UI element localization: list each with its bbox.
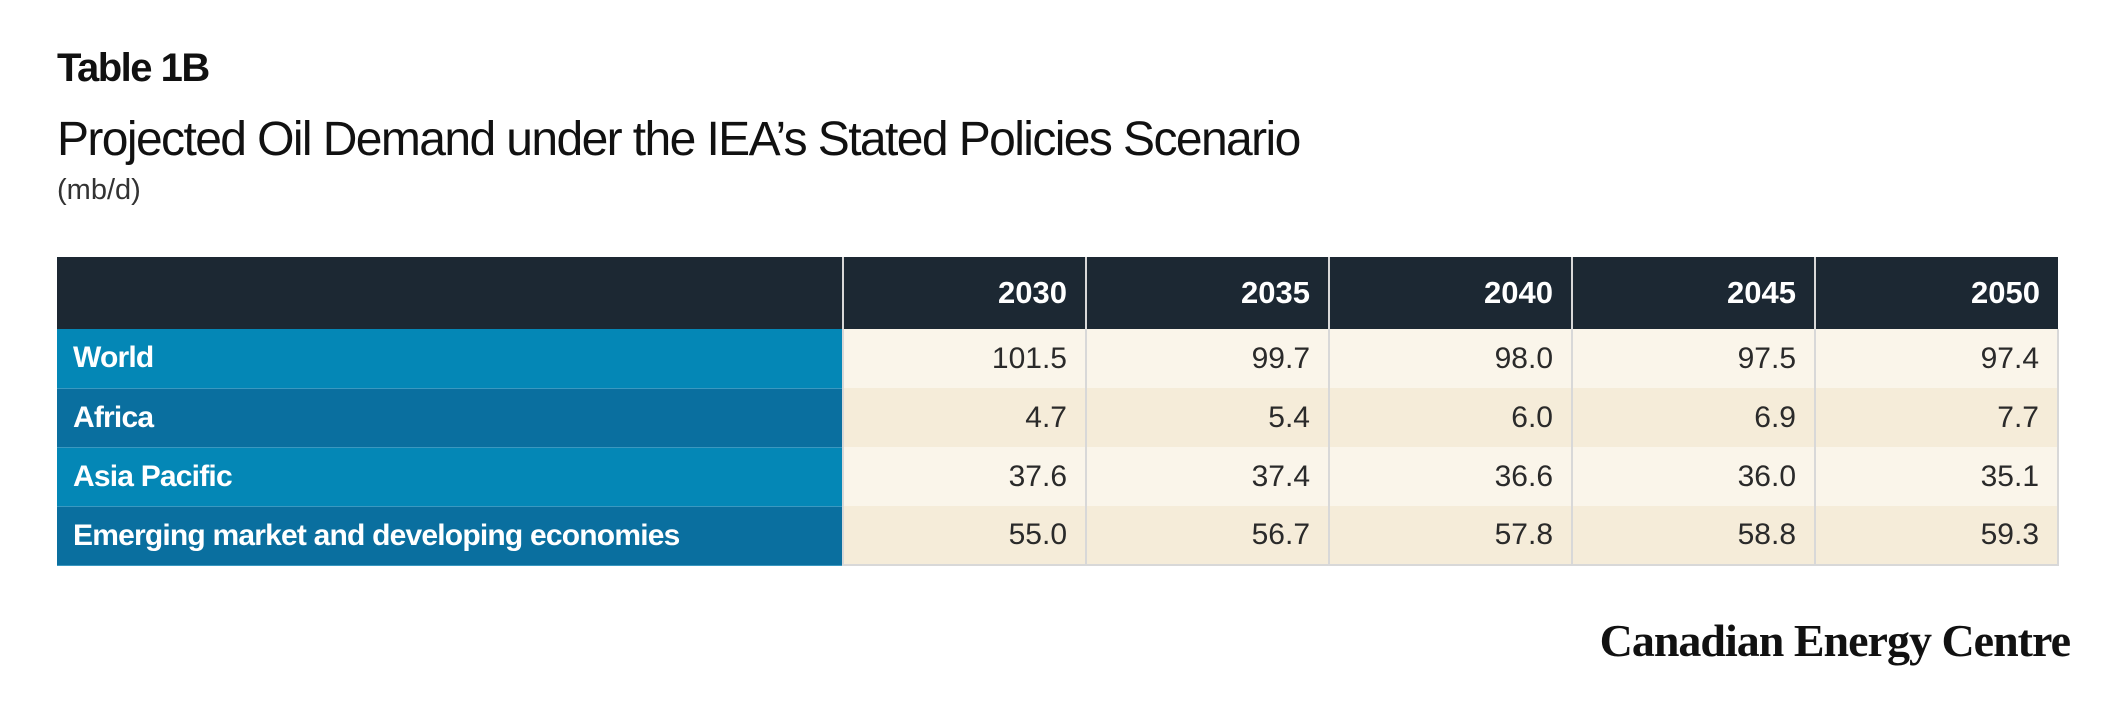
table-cell: 97.5: [1571, 329, 1815, 388]
table-cell: 55.0: [842, 506, 1086, 566]
row-label-africa: Africa: [57, 388, 843, 448]
table-cell: 35.1: [1814, 447, 2059, 506]
table-cell: 4.7: [842, 388, 1086, 447]
table-cell: 7.7: [1814, 388, 2059, 447]
row-label-world: World: [57, 329, 843, 389]
column-header-2045: 2045: [1572, 257, 1816, 329]
row-label-emerging-markets: Emerging market and developing economies: [57, 506, 843, 566]
table-cell: 6.0: [1328, 388, 1572, 447]
table-cell: 37.6: [842, 447, 1086, 506]
table-cell: 59.3: [1814, 506, 2059, 566]
data-table: 2030 2035 2040 2045 2050 World 101.5 99.…: [57, 257, 2059, 566]
table-cell: 5.4: [1085, 388, 1329, 447]
table-row: Asia Pacific 37.6 37.4 36.6 36.0 35.1: [57, 447, 2059, 507]
table-cell: 37.4: [1085, 447, 1329, 506]
table-cell: 36.0: [1571, 447, 1815, 506]
column-header-2030: 2030: [843, 257, 1087, 329]
table-cell: 6.9: [1571, 388, 1815, 447]
table-cell: 97.4: [1814, 329, 2059, 388]
table-row: Africa 4.7 5.4 6.0 6.9 7.7: [57, 388, 2059, 448]
table-row: Emerging market and developing economies…: [57, 506, 2059, 566]
header-corner-cell: [57, 257, 844, 329]
table-cell: 99.7: [1085, 329, 1329, 388]
column-header-2040: 2040: [1329, 257, 1573, 329]
table-cell: 101.5: [842, 329, 1086, 388]
table-cell: 56.7: [1085, 506, 1329, 566]
brand-logo-text: Canadian Energy Centre: [1599, 615, 2071, 666]
table-label: Table 1B: [57, 46, 210, 90]
unit-label: (mb/d): [57, 174, 141, 206]
table-cell: 36.6: [1328, 447, 1572, 506]
table-row: World 101.5 99.7 98.0 97.5 97.4: [57, 329, 2059, 389]
header-row: 2030 2035 2040 2045 2050: [57, 257, 2058, 329]
table-cell: 98.0: [1328, 329, 1572, 388]
column-header-2050: 2050: [1815, 257, 2058, 329]
row-label-asia-pacific: Asia Pacific: [57, 447, 843, 507]
table-cell: 58.8: [1571, 506, 1815, 566]
column-header-2035: 2035: [1086, 257, 1330, 329]
table-cell: 57.8: [1328, 506, 1572, 566]
page-title: Projected Oil Demand under the IEA’s Sta…: [57, 113, 1301, 166]
